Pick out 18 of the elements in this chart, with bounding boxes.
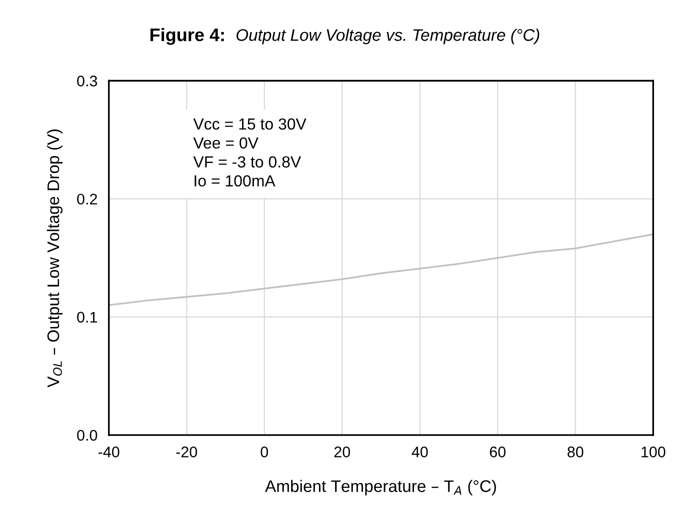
y-axis-title: V$_{OL}$ – Output Low Voltage Drop (V)	[46, 130, 62, 388]
chart-subtitle: Output Low Voltage vs. Temperature (°C)	[236, 28, 540, 44]
x-tick-label: 40	[412, 446, 428, 458]
x-tick-label: 80	[568, 446, 584, 458]
line-series	[108, 233, 654, 306]
chart-title: Figure 4:	[150, 28, 224, 45]
x-tick-label: 100	[642, 446, 666, 458]
x-tick-label: 0	[260, 446, 268, 458]
x-tick-label: 20	[334, 446, 350, 458]
x-tick-label: -40	[98, 446, 120, 458]
x-tick-label: 60	[490, 446, 506, 458]
annotation: Vcc = 15 to 30V Vee = 0V VF = -3 to 0.8V Io = 100mA	[193, 118, 306, 187]
y-tick-label: 0.1	[77, 312, 98, 323]
y-tick-label: 0.0	[77, 430, 98, 441]
x-tick-label: -20	[176, 446, 198, 458]
y-tick-label: 0.2	[77, 194, 97, 205]
y-tick-label: 0.3	[77, 76, 98, 86]
x-axis-title: Ambient Temperature – T$_{A}$ (°C)	[265, 480, 496, 496]
